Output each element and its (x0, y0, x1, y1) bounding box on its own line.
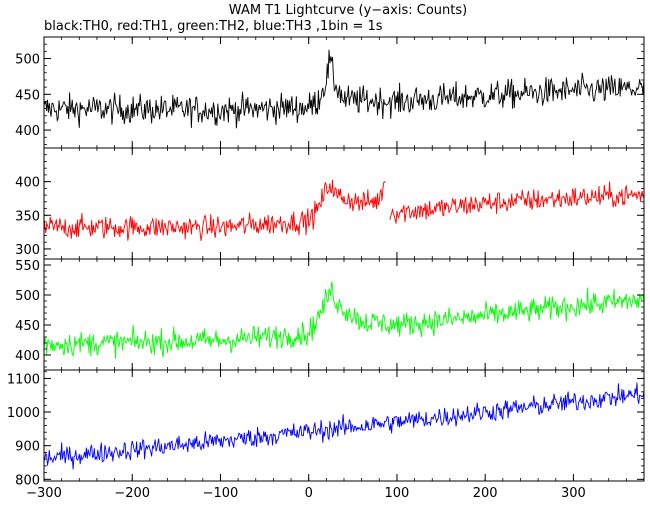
panel-th0: 400 450 500 (15, 36, 645, 149)
panel-th3: 800 900 1000 1100 (7, 369, 645, 488)
series-line-th0 (44, 49, 644, 129)
x-tick-label: 200 (473, 486, 498, 501)
x-tick-label: −200 (114, 486, 150, 501)
y-tick-label: 450 (15, 88, 40, 103)
y-tick-label: 400 (15, 176, 40, 191)
x-tick-label: 300 (561, 486, 586, 501)
x-tick-label: 100 (385, 486, 410, 501)
y-tick-label: 1100 (7, 372, 40, 387)
y-tick-label: 300 (15, 243, 40, 258)
series-line-th1 (44, 179, 644, 241)
y-tick-label: 1000 (7, 406, 40, 421)
y-tick-label: 900 (15, 440, 40, 455)
panel-th2: 400 450 500 550 (15, 258, 645, 371)
panels-group: 400 450 500 300 350 400 400 450 500 550 800 900 1000… (7, 36, 645, 488)
y-tick-label: 500 (15, 289, 40, 304)
x-tick-label: −300 (26, 486, 62, 501)
y-tick-label: 400 (15, 124, 40, 139)
panel-frame (43, 258, 645, 371)
y-tick-label: 550 (15, 259, 40, 274)
series-line-th3 (44, 382, 644, 470)
chart-title: WAM T1 Lightcurve (y−axis: Counts) (229, 3, 467, 18)
panel-th1: 300 350 400 (15, 147, 645, 260)
y-tick-label: 450 (15, 319, 40, 334)
x-tick-label: −100 (203, 486, 239, 501)
x-tick-label: 0 (305, 486, 313, 501)
chart-subtitle: black:TH0, red:TH1, green:TH2, blue:TH3 … (44, 19, 383, 34)
x-axis: −300 −200 −100 0 100 200 300 (26, 486, 586, 501)
y-tick-label: 500 (15, 52, 40, 67)
series-line-th2 (44, 281, 644, 359)
y-tick-label: 800 (15, 473, 40, 488)
y-tick-label: 400 (15, 349, 40, 364)
y-tick-label: 350 (15, 209, 40, 224)
